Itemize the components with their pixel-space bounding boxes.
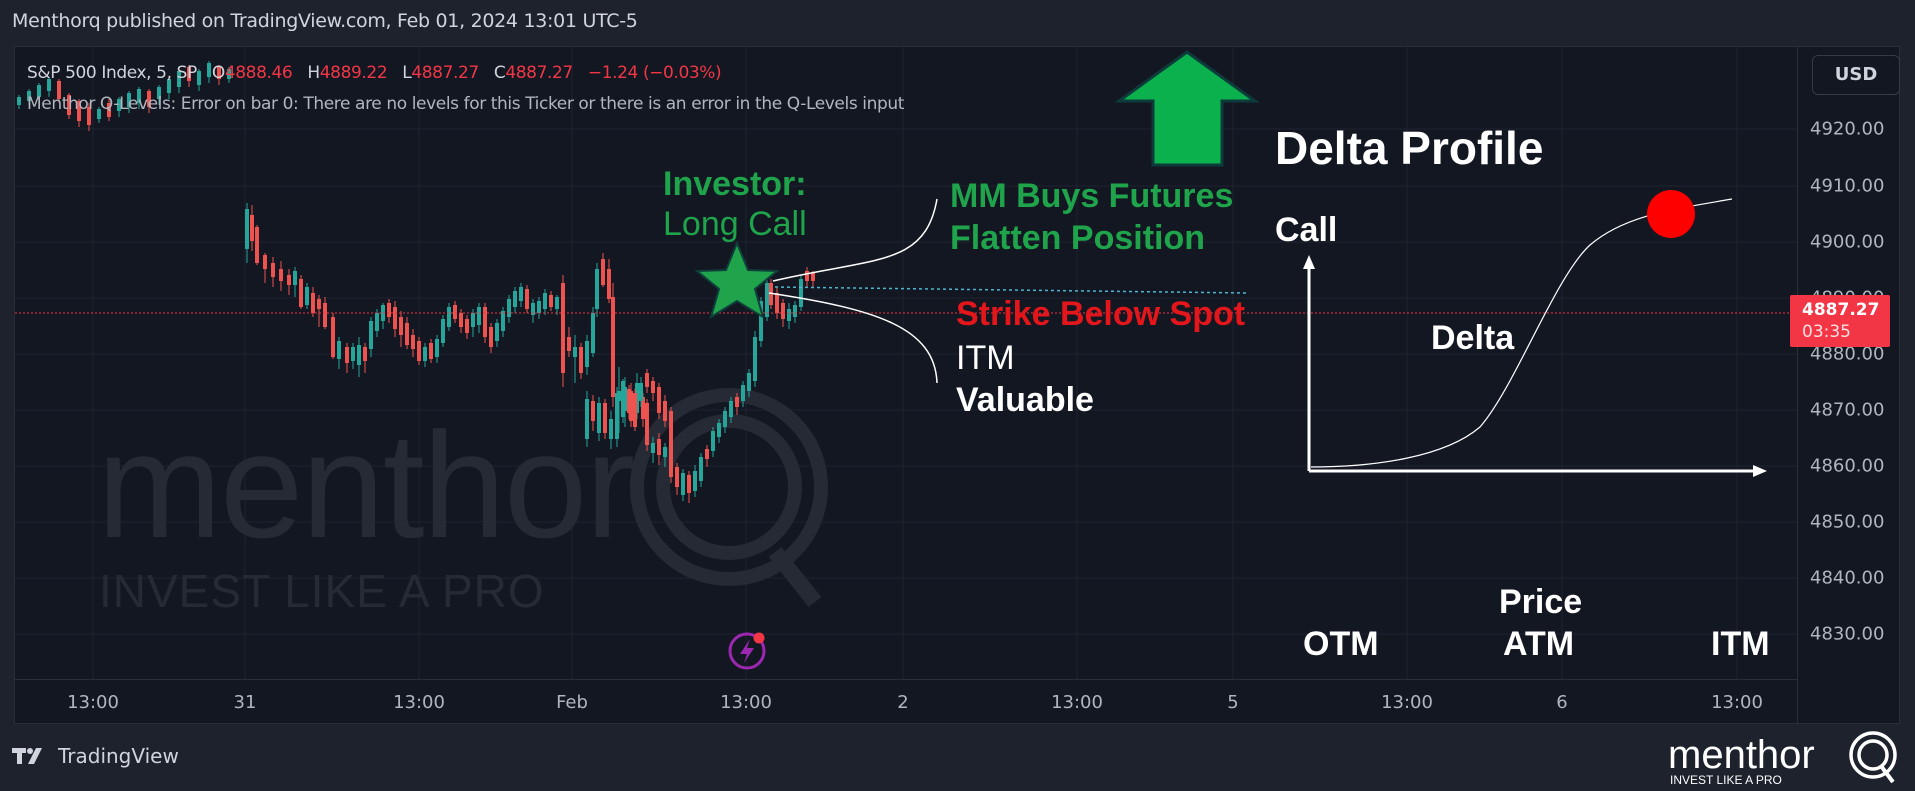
symbol-name[interactable]: S&P 500 Index, 5, SP xyxy=(27,63,197,83)
flatten-position-label: Flatten Position xyxy=(950,219,1205,257)
price-tick: 4870.00 xyxy=(1810,399,1885,421)
price-tick: 4860.00 xyxy=(1810,455,1885,477)
price-tick: 4850.00 xyxy=(1810,511,1885,533)
strike-level-line xyxy=(774,286,1248,294)
time-tick: 13:00 xyxy=(1711,692,1763,713)
callout-curve-upper xyxy=(772,198,938,282)
price-tick: 4910.00 xyxy=(1810,175,1885,197)
investor-position-label: Long Call xyxy=(663,205,807,243)
svg-text:INVEST LIKE A PRO: INVEST LIKE A PRO xyxy=(99,565,545,617)
ohlc-legend[interactable]: S&P 500 Index, 5, SP O4888.46 H4889.22 L… xyxy=(27,63,722,83)
investor-label: Investor: xyxy=(663,165,807,203)
price-label: Price xyxy=(1499,583,1583,621)
chart-canvas: menthor INVEST LIKE A PRO xyxy=(15,47,1797,679)
price-tick: 4840.00 xyxy=(1810,567,1885,589)
strike-below-spot-label: Strike Below Spot xyxy=(956,295,1246,333)
indicator-error-legend[interactable]: Menthor Q-Levels: Error on bar 0: There … xyxy=(27,94,905,114)
valuable-label: Valuable xyxy=(956,381,1094,419)
menthorq-footer-logo: menthor INVEST LIKE A PRO xyxy=(1665,726,1905,787)
price-axis[interactable]: USD 4920.00 4910.00 4900.00 4890.00 4880… xyxy=(1790,47,1900,723)
svg-text:menthor: menthor xyxy=(97,401,633,569)
open-value: 4888.46 xyxy=(224,63,293,83)
delta-position-dot xyxy=(1647,190,1695,238)
price-tick: 4830.00 xyxy=(1810,623,1885,645)
published-header: Menthorq published on TradingView.com, F… xyxy=(12,10,638,32)
close-value: 4887.27 xyxy=(505,63,573,83)
time-axis[interactable]: 13:00 31 13:00 Feb 13:00 2 13:00 5 13:00… xyxy=(15,679,1797,724)
time-tick: 13:00 xyxy=(1381,692,1433,713)
alert-lightning-icon[interactable] xyxy=(727,627,771,671)
low-value: 4887.27 xyxy=(411,63,479,83)
otm-label: OTM xyxy=(1303,625,1379,663)
bar-countdown: 03:35 xyxy=(1802,322,1851,342)
time-tick: 13:00 xyxy=(67,692,119,713)
time-tick: 13:00 xyxy=(1051,692,1103,713)
itm-axis-label: ITM xyxy=(1711,625,1770,663)
price-tick: 4880.00 xyxy=(1810,343,1885,365)
menthorq-wordmark: menthor xyxy=(1668,733,1815,777)
candlestick-series xyxy=(17,61,815,503)
tradingview-logo[interactable]: TradingView xyxy=(12,744,179,768)
time-tick: 6 xyxy=(1556,692,1568,713)
currency-button[interactable]: USD xyxy=(1812,55,1900,95)
time-tick: 13:00 xyxy=(393,692,445,713)
last-price-tag: 4887.27 03:35 xyxy=(1790,295,1890,347)
last-price-value: 4887.27 xyxy=(1802,300,1880,320)
change-value: −1.24 (−0.03%) xyxy=(587,63,722,83)
up-arrow-icon xyxy=(1114,50,1260,167)
atm-label: ATM xyxy=(1503,625,1575,663)
tradingview-logo-icon xyxy=(12,748,42,764)
delta-profile-diagram xyxy=(1303,190,1767,477)
time-tick: Feb xyxy=(556,692,588,713)
delta-label: Delta xyxy=(1431,319,1515,357)
menthorq-watermark: menthor INVEST LIKE A PRO xyxy=(97,388,828,617)
mm-buys-futures-label: MM Buys Futures xyxy=(950,177,1234,215)
price-tick: 4900.00 xyxy=(1810,231,1885,253)
high-value: 4889.22 xyxy=(319,63,388,83)
call-label: Call xyxy=(1275,211,1338,249)
time-tick: 31 xyxy=(233,692,257,713)
itm-label: ITM xyxy=(956,339,1015,377)
time-tick: 2 xyxy=(897,692,909,713)
time-tick: 5 xyxy=(1227,692,1239,713)
delta-profile-title: Delta Profile xyxy=(1275,122,1544,174)
star-marker xyxy=(694,240,780,320)
chart-frame: menthor INVEST LIKE A PRO xyxy=(14,46,1900,724)
tradingview-wordmark: TradingView xyxy=(58,744,179,768)
callout-curve-lower xyxy=(768,292,938,384)
time-tick: 13:00 xyxy=(720,692,772,713)
price-tick: 4920.00 xyxy=(1810,118,1885,140)
menthorq-tagline: INVEST LIKE A PRO xyxy=(1670,773,1782,786)
chart-plot-area[interactable]: menthor INVEST LIKE A PRO xyxy=(15,47,1797,679)
